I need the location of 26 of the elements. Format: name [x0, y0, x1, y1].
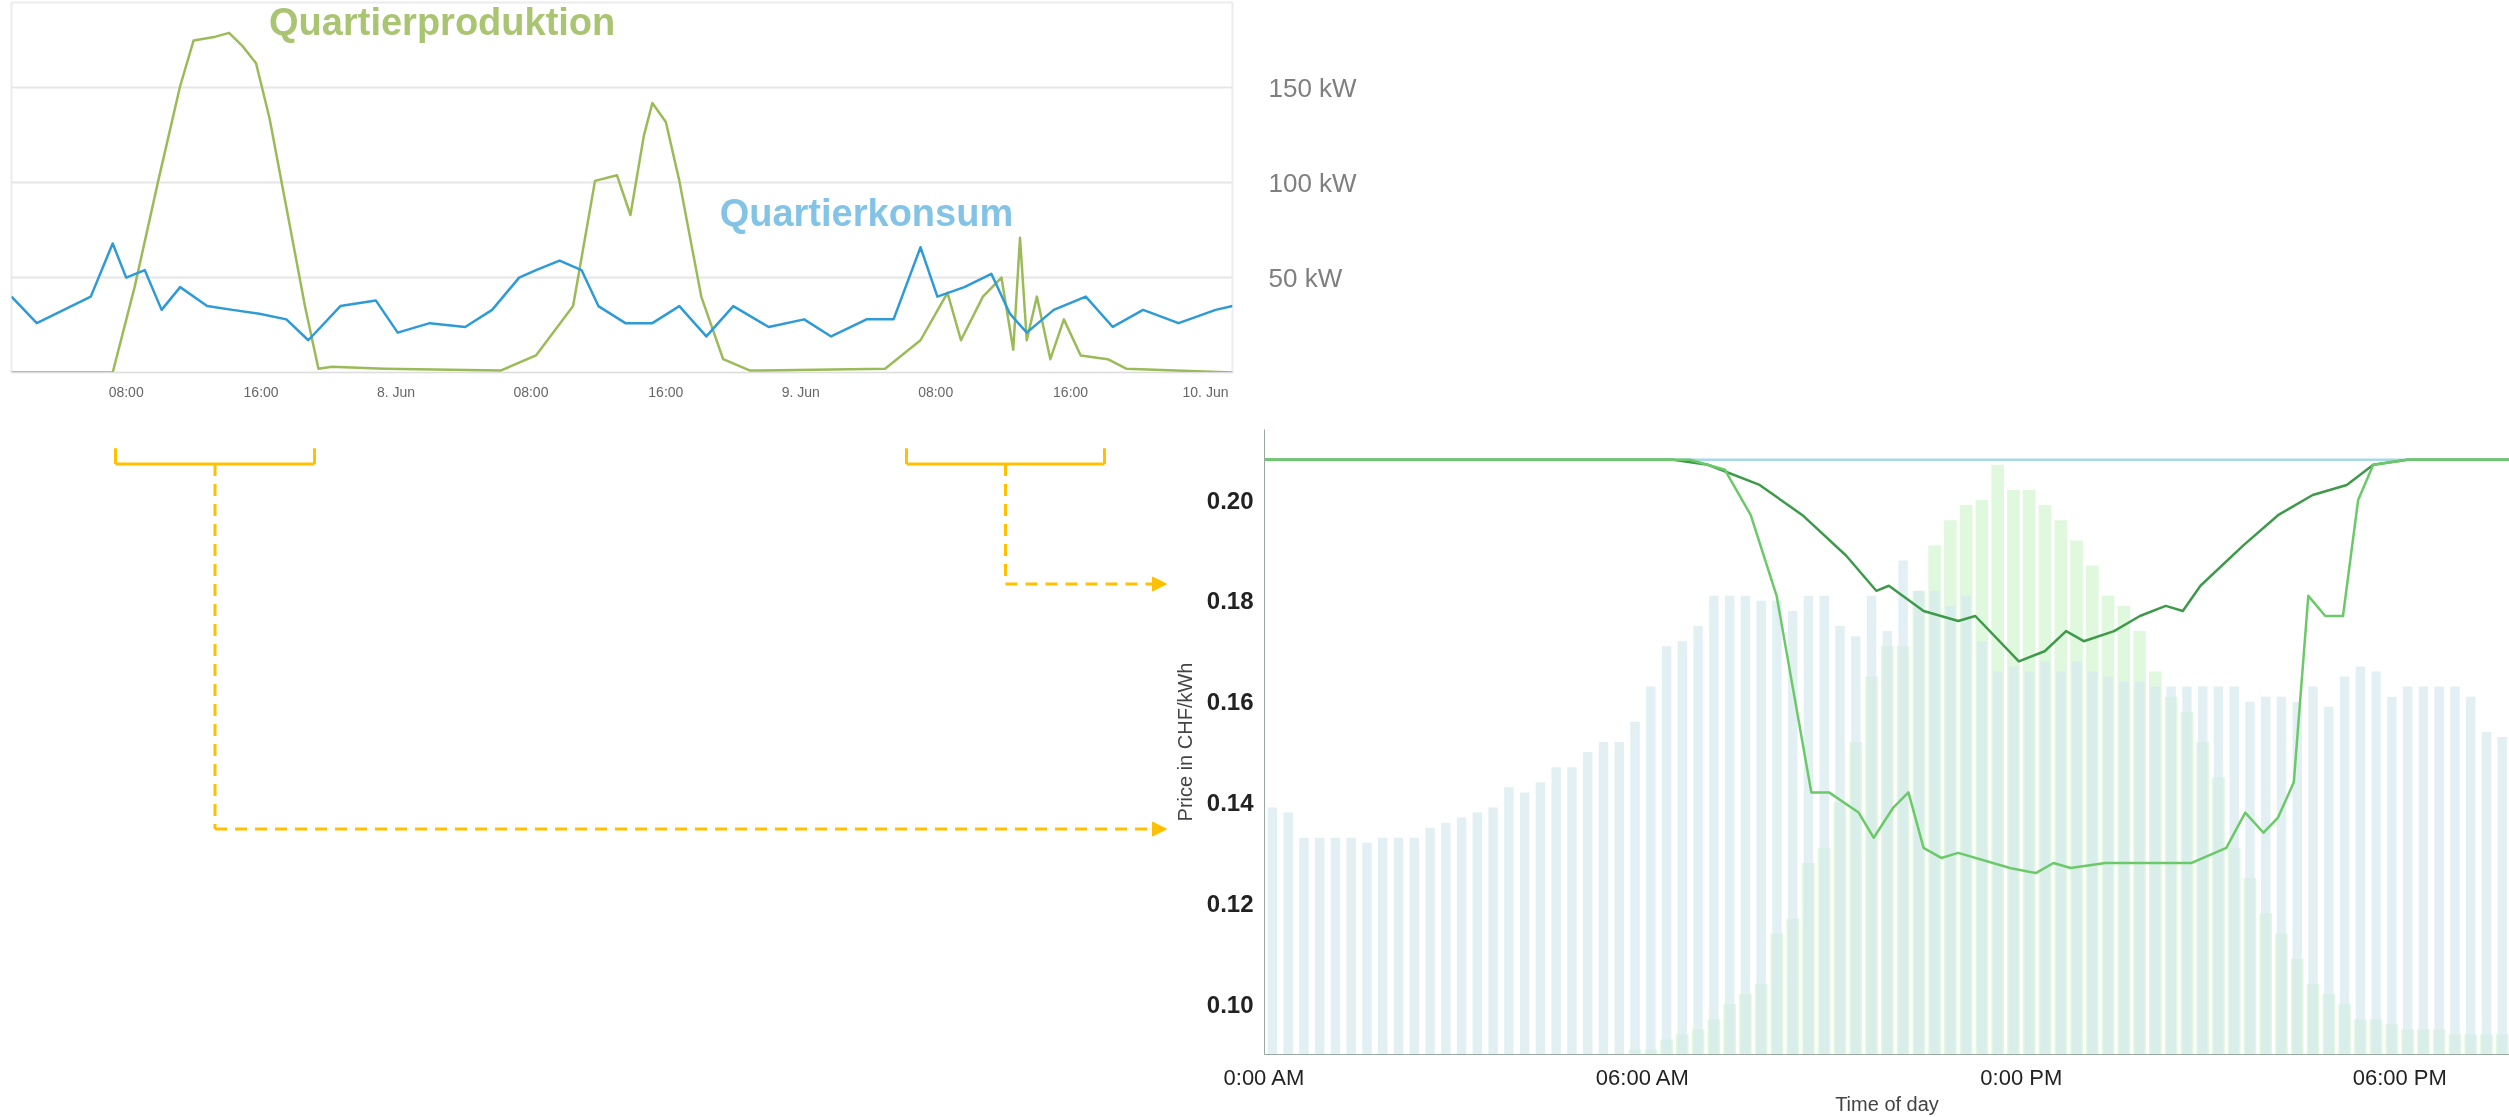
y-tick-label: 0.12: [1206, 889, 1254, 917]
y-axis-title: Price in CHF/kWh: [1173, 662, 1196, 822]
x-tick-label: 06:00 PM: [2352, 1064, 2447, 1090]
y-tick-label: 0.20: [1206, 486, 1254, 514]
x-tick-label: 8. Jun: [376, 383, 416, 400]
x-tick-label: 16:00: [1053, 383, 1089, 400]
x-tick-label: 9. Jun: [781, 383, 820, 400]
x-tick-label: 08:00: [918, 383, 954, 400]
x-axis-title: Time of day: [1835, 1092, 1939, 1115]
x-tick-label: 16:00: [243, 383, 279, 400]
y-tick-label: 0.10: [1206, 990, 1254, 1018]
x-tick-label: 0:00 PM: [1980, 1064, 2063, 1090]
y-tick-label: 0.14: [1206, 788, 1255, 816]
x-tick-label: 08:00: [513, 383, 549, 400]
x-tick-label: 06:00 AM: [1595, 1064, 1689, 1090]
series-label: Quartierkonsum: [719, 192, 1014, 235]
x-tick-label: 08:00: [108, 383, 144, 400]
y-tick-label: 100 kW: [1268, 167, 1358, 198]
x-tick-label: 0:00 AM: [1223, 1064, 1305, 1090]
series-label: Quartierproduktion: [269, 0, 616, 43]
y-tick-label: 0.16: [1206, 688, 1254, 716]
y-tick-label: 0.18: [1206, 587, 1254, 615]
y-tick-label: 50 kW: [1268, 262, 1343, 293]
y-tick-label: 150 kW: [1268, 72, 1358, 103]
x-tick-label: 16:00: [648, 383, 684, 400]
x-tick-label: 10. Jun: [1182, 383, 1229, 400]
